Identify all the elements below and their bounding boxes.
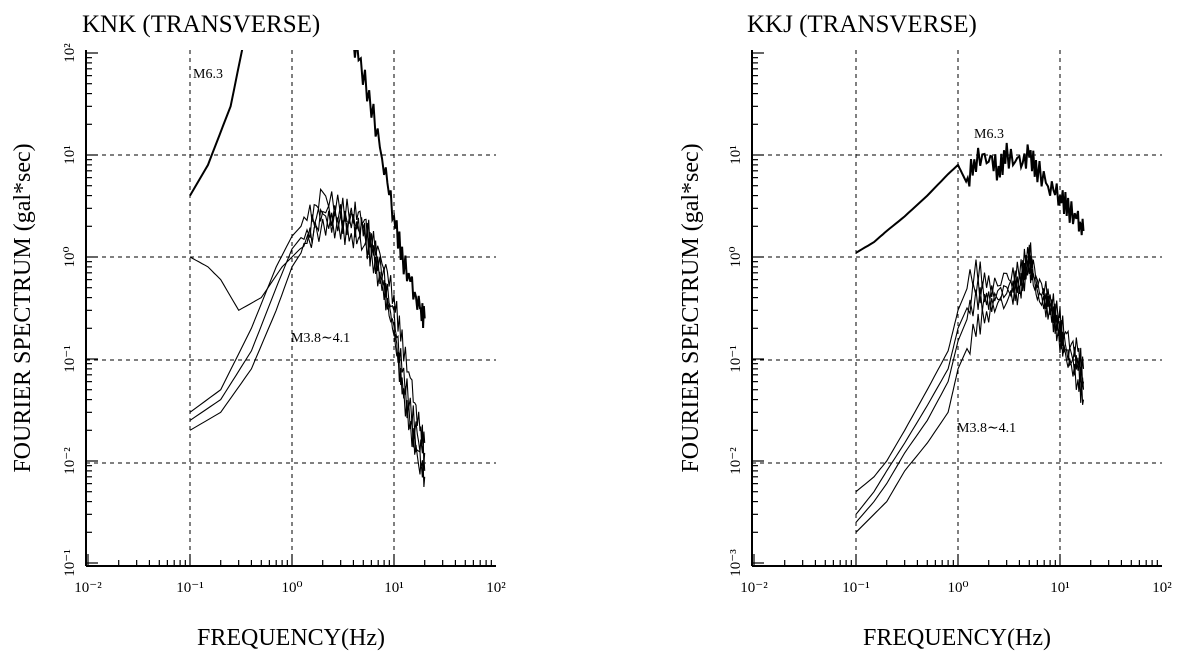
y-tick-label: 10¹ xyxy=(728,145,744,165)
x-axis-title: FREQUENCY(Hz) xyxy=(197,625,385,651)
y-tick-label: 10⁰ xyxy=(728,246,744,267)
x-tick-label: 10⁻¹ xyxy=(842,580,869,596)
chart-title: KKJ (TRANSVERSE) xyxy=(747,11,977,38)
series-group xyxy=(855,142,1085,533)
series-line-small xyxy=(189,203,426,478)
annotation-label: M3.8∼4.1 xyxy=(957,421,1016,436)
x-tick-label: 10⁻² xyxy=(740,580,768,596)
x-tick-label: 10¹ xyxy=(384,580,404,596)
x-tick-label: 10⁰ xyxy=(947,580,968,596)
series-line-small xyxy=(855,254,1085,533)
y-tick-label: 10⁻² xyxy=(62,447,78,475)
x-tick-label: 10¹ xyxy=(1050,580,1070,596)
series-line-small xyxy=(855,255,1085,523)
y-tick-label: 10⁰ xyxy=(62,246,78,267)
series-line-main xyxy=(189,50,426,329)
series-line-small xyxy=(855,242,1085,493)
y-axis-title: FOURIER SPECTRUM (gal*sec) xyxy=(10,143,36,472)
series-line-main xyxy=(855,142,1085,254)
chart-title: KNK (TRANSVERSE) xyxy=(82,11,320,38)
y-tick-label: 10⁻² xyxy=(728,447,744,475)
series-line-small xyxy=(189,204,426,451)
y-tick-label: 10⁻¹ xyxy=(728,345,744,372)
annotation-label: M6.3 xyxy=(193,67,223,82)
y-axis-title: FOURIER SPECTRUM (gal*sec) xyxy=(678,143,704,472)
series-group xyxy=(189,50,426,488)
panel-kkj: 10⁻² 10⁻¹ 10⁰ 10¹ 10² 10⁻³ 10⁻² 10⁻¹ 10⁰ 10¹ KKJ (… xyxy=(678,11,1172,651)
x-tick-label: 10⁻¹ xyxy=(176,580,203,596)
series-line-small xyxy=(855,244,1085,515)
y-tick-label: 10⁻¹ xyxy=(62,345,78,372)
x-tick-label: 10² xyxy=(486,580,506,596)
annotation-label: M3.8∼4.1 xyxy=(291,331,350,346)
x-axis-title: FREQUENCY(Hz) xyxy=(863,625,1051,651)
x-tick-label: 10⁰ xyxy=(281,580,302,596)
y-tick-label: 10¹ xyxy=(62,145,78,165)
panel-knk: 10⁻² 10⁻¹ 10⁰ 10¹ 10²10⁻¹10⁻²10⁻¹10⁰10¹10²KN… xyxy=(10,11,506,651)
x-tick-label: 10² xyxy=(1152,580,1172,596)
y-tick-label: 10⁻¹ xyxy=(62,549,78,576)
x-tick-label: 10⁻² xyxy=(74,580,102,596)
series-line-small xyxy=(189,207,426,488)
y-tick-label: 10⁻³ xyxy=(728,549,744,577)
y-tick-label: 10² xyxy=(62,43,78,63)
annotation-label: M6.3 xyxy=(974,127,1004,142)
